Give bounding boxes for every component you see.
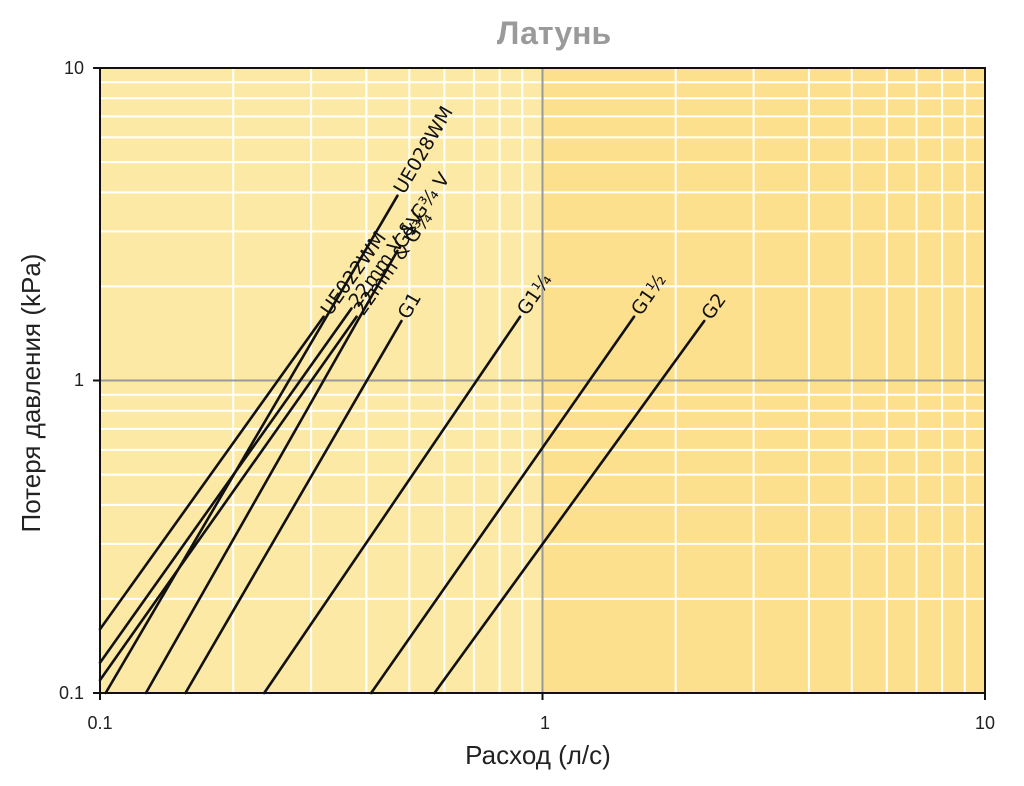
chart-title: Латунь [497,15,611,51]
y-tick-label: 0.1 [59,683,84,703]
x-tick-label: 0.1 [87,713,112,733]
axis-ticks [93,67,986,700]
y-tick-label: 1 [74,370,84,390]
series-line-5 [144,249,399,695]
major-grid [100,68,985,693]
y-tick-label: 10 [64,58,84,78]
series-line-9 [433,319,706,695]
x-tick-label: 1 [540,713,550,733]
series-line-8 [369,315,636,695]
series-line-3 [98,315,358,682]
series-lines [98,194,706,695]
x-tick-label: 10 [975,713,995,733]
x-axis-label: Расход (л/с) [465,740,611,770]
series-line-4 [104,194,399,695]
series-line-2 [98,307,353,665]
series-line-1 [98,315,325,631]
series-line-6 [184,319,403,695]
series-line-7 [262,315,522,695]
y-axis-label: Потеря давления (kPa) [16,254,46,533]
